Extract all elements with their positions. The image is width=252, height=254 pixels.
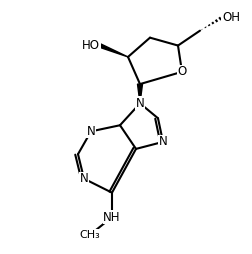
Text: CH₃: CH₃	[80, 230, 100, 240]
Text: N: N	[80, 172, 88, 185]
Text: N: N	[87, 125, 95, 138]
Polygon shape	[99, 44, 128, 57]
Text: N: N	[159, 135, 167, 148]
Text: O: O	[177, 65, 187, 78]
Text: OH: OH	[222, 11, 240, 24]
Text: NH: NH	[103, 211, 121, 224]
Text: HO: HO	[82, 39, 100, 52]
Text: N: N	[136, 97, 144, 110]
Polygon shape	[138, 84, 142, 103]
